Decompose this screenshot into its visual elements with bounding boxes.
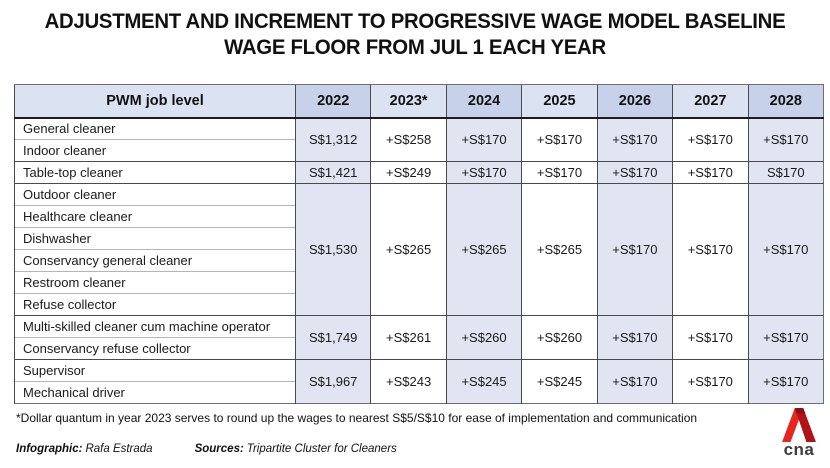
sources-label: Sources: <box>194 443 244 455</box>
wage-value-cell: +S$170 <box>672 315 749 360</box>
table-row: Supervisor S$1,967 +S$243 +S$245 +S$245 +S$17… <box>14 359 824 404</box>
table-row: General cleaner S$1,312 +S$258 +S$170 +S$170… <box>14 117 824 162</box>
wage-value-cell: +S$265 <box>370 183 447 316</box>
wage-value-cell: +S$170 <box>672 183 749 316</box>
job-level-cell: Outdoor cleaner <box>14 183 296 206</box>
wage-value-cell: S$1,967 <box>294 359 371 404</box>
wage-value-cell: S$1,530 <box>294 183 371 316</box>
table-row: Healthcare cleaner <box>14 205 824 228</box>
wage-value-cell: +S$245 <box>521 359 598 404</box>
sources-name: Tripartite Cluster for Cleaners <box>246 443 397 455</box>
table-row: Dishwasher <box>14 227 824 250</box>
col-header-year-2023: 2023* <box>370 84 447 119</box>
wage-value-cell: +S$170 <box>747 315 824 360</box>
col-header-year-2025: 2025 <box>521 84 598 119</box>
wage-value-cell: +S$170 <box>596 117 673 162</box>
cna-logo: cna <box>775 406 823 459</box>
table-row: Refuse collector <box>14 293 824 316</box>
job-level-cell: General cleaner <box>14 117 296 140</box>
infographic-name: Rafa Estrada <box>85 443 153 455</box>
wage-value-cell: +S$170 <box>672 359 749 404</box>
wage-value-cell: +S$170 <box>672 117 749 162</box>
sources-credit: Sources: Tripartite Cluster for Cleaners <box>195 443 397 455</box>
table-row: Multi-skilled cleaner cum machine operat… <box>14 315 824 360</box>
table-row: Mechanical driver <box>14 381 824 404</box>
table-row: Table-top cleaner S$1,421 +S$249 +S$170 +S$1… <box>14 161 824 184</box>
wage-value-cell: +S$245 <box>445 359 522 404</box>
wage-value-cell: +S$170 <box>596 315 673 360</box>
wage-value-cell: +S$170 <box>445 117 522 162</box>
wage-value-cell: +S$265 <box>445 183 522 316</box>
job-level-cell: Indoor cleaner <box>14 139 296 162</box>
table-row: Indoor cleaner <box>14 139 824 162</box>
table-row: Restroom cleaner <box>14 271 824 294</box>
table-row: Conservancy refuse collector <box>14 337 824 360</box>
wage-value-cell: +S$243 <box>370 359 447 404</box>
wage-value-cell: +S$261 <box>370 315 447 360</box>
wage-value-cell: +S$170 <box>596 183 673 316</box>
wage-value-cell: +S$260 <box>521 315 598 360</box>
wage-value-cell: +S$170 <box>747 183 824 316</box>
wage-value-cell: +S$170 <box>521 117 598 162</box>
job-level-cell: Mechanical driver <box>14 381 296 404</box>
wage-value-cell: +S$170 <box>596 161 673 184</box>
table-row: Outdoor cleaner S$1,530 +S$265 +S$265 +S$265… <box>14 183 824 316</box>
wage-value-cell: +S$170 <box>747 117 824 162</box>
job-level-cell: Multi-skilled cleaner cum machine operat… <box>14 315 296 338</box>
col-header-year-2026: 2026 <box>596 84 673 119</box>
job-level-cell: Restroom cleaner <box>14 271 296 294</box>
job-level-cell: Conservancy general cleaner <box>14 249 296 272</box>
title-line-1: ADJUSTMENT AND INCREMENT TO PROGRESSIVE … <box>44 10 786 33</box>
job-level-cell: Dishwasher <box>14 227 296 250</box>
cna-logo-icon <box>782 408 816 442</box>
job-level-cell: Table-top cleaner <box>14 161 296 184</box>
wage-value-cell: +S$265 <box>521 183 598 316</box>
job-level-cell: Conservancy refuse collector <box>14 337 296 360</box>
wage-value-cell: S$1,421 <box>294 161 371 184</box>
col-header-year-2024: 2024 <box>445 84 522 119</box>
wage-value-cell: +S$258 <box>370 117 447 162</box>
wage-value-cell: +S$170 <box>672 161 749 184</box>
wage-value-cell: S$170 <box>747 161 824 184</box>
table-header-row: PWM job level 2022 2023* 2024 2025 2026 2027 20… <box>14 84 824 119</box>
wage-value-cell: S$1,312 <box>294 117 371 162</box>
col-header-year-2028: 2028 <box>747 84 824 119</box>
wage-value-cell: +S$249 <box>370 161 447 184</box>
job-level-cell: Supervisor <box>14 359 296 382</box>
wage-table: PWM job level 2022 2023* 2024 2025 2026 2027 20… <box>14 84 824 404</box>
wage-value-cell: S$1,749 <box>294 315 371 360</box>
job-level-cell: Healthcare cleaner <box>14 205 296 228</box>
wage-value-cell: +S$170 <box>445 161 522 184</box>
infographic-credit: Infographic: Rafa Estrada <box>16 443 153 455</box>
infographic-label: Infographic: <box>16 443 83 455</box>
table-row: Conservancy general cleaner <box>14 249 824 272</box>
col-header-job-level: PWM job level <box>14 84 296 119</box>
credits: Infographic: Rafa Estrada Sources: Triparti… <box>16 443 439 455</box>
wage-value-cell: +S$170 <box>747 359 824 404</box>
col-header-year-2027: 2027 <box>672 84 749 119</box>
wage-value-cell: +S$170 <box>521 161 598 184</box>
col-header-year-2022: 2022 <box>294 84 371 119</box>
footnote: *Dollar quantum in year 2023 serves to r… <box>16 411 698 425</box>
job-level-cell: Refuse collector <box>14 293 296 316</box>
wage-value-cell: +S$170 <box>596 359 673 404</box>
wage-value-cell: +S$260 <box>445 315 522 360</box>
page-title: ADJUSTMENT AND INCREMENT TO PROGRESSIVE … <box>0 9 830 61</box>
title-line-2: WAGE FLOOR FROM JUL 1 EACH YEAR <box>224 36 606 59</box>
cna-logo-text: cna <box>783 440 815 459</box>
